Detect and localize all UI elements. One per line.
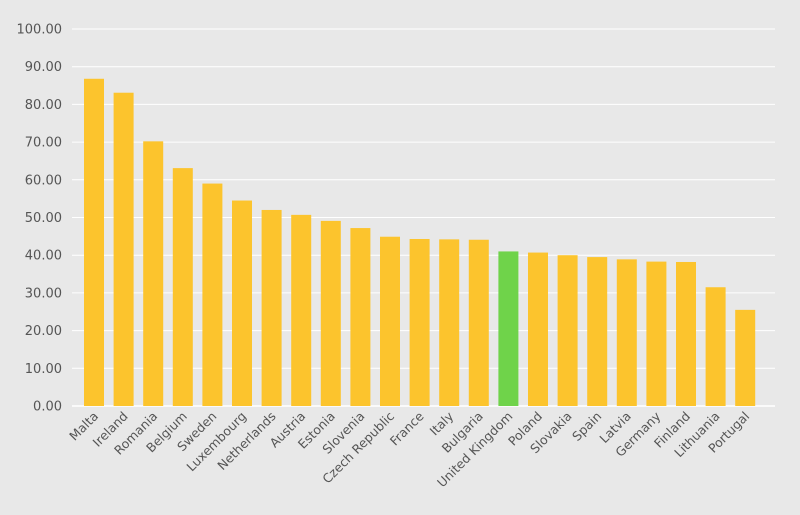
x-tick-label: France (387, 408, 427, 448)
y-tick-label: 60.00 (25, 173, 62, 188)
x-axis-tick-labels: MaltaIrelandRomaniaBelgiumSwedenLuxembou… (66, 408, 752, 490)
bar-ireland (113, 92, 134, 406)
bar-malta (84, 78, 104, 406)
bar-netherlands (261, 209, 282, 406)
y-tick-label: 70.00 (25, 136, 62, 151)
bar-spain (587, 257, 608, 406)
bars (84, 78, 756, 406)
bar-poland (528, 252, 548, 406)
y-tick-label: 10.00 (25, 362, 62, 377)
bar-luxembourg (232, 200, 252, 406)
bar-slovakia (557, 255, 578, 406)
y-tick-label: 90.00 (25, 60, 62, 75)
bar-romania (143, 141, 164, 406)
bar-france (409, 238, 430, 406)
bar-lithuania (705, 287, 726, 406)
y-tick-label: 100.00 (17, 23, 63, 38)
y-tick-label: 30.00 (25, 286, 62, 301)
y-tick-label: 50.00 (25, 211, 62, 226)
y-axis-tick-labels: 0.00 10.00 20.00 30.00 40.00 50.00 60.00 70.00 8… (17, 23, 63, 415)
bar-portugal (735, 309, 756, 406)
bar-united-kingdom (498, 251, 519, 406)
bar-italy (439, 239, 460, 406)
bar-slovenia (350, 228, 371, 406)
bar-czech-republic (380, 236, 400, 406)
bar-latvia (616, 259, 637, 406)
bar-finland (676, 261, 696, 406)
bar-austria (291, 214, 312, 406)
bar-germany (646, 261, 667, 406)
bar-belgium (172, 168, 193, 406)
bar-estonia (320, 220, 341, 406)
y-tick-label: 40.00 (25, 249, 62, 264)
y-tick-label: 20.00 (25, 324, 62, 339)
bar-bulgaria (468, 239, 489, 406)
y-tick-label: 0.00 (33, 400, 62, 415)
y-tick-label: 80.00 (25, 98, 62, 113)
bar-sweden (202, 183, 223, 406)
